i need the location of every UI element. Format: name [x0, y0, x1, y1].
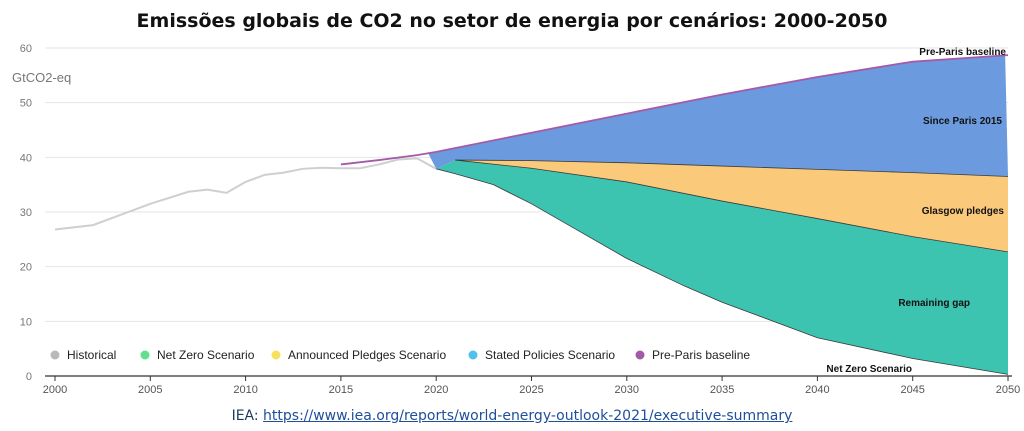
legend-marker [50, 350, 60, 360]
source-prefix: IEA: [231, 408, 259, 424]
legend-label: Announced Pledges Scenario [288, 348, 446, 362]
y-tick-label: 50 [20, 98, 32, 110]
legend-label: Pre-Paris baseline [652, 348, 750, 362]
band-glasgow-pledges [455, 160, 1008, 252]
band-remaining-gap [436, 160, 1008, 375]
legend-marker [468, 350, 478, 360]
series-line-net-zero-scenario [436, 168, 1009, 375]
series-line-stated-policies-scenario [455, 159, 1009, 177]
x-tick-label: 2040 [805, 384, 829, 396]
legend: Historical Net Zero Scenario Announced Ple… [50, 348, 750, 362]
source-link[interactable]: https://www.iea.org/reports/world-energy… [263, 408, 793, 424]
x-tick-label: 2025 [519, 384, 543, 396]
y-tick-label: 0 [26, 371, 32, 383]
x-tick-label: 2010 [233, 384, 257, 396]
x-tick-label: 2030 [615, 384, 639, 396]
y-tick-label: 40 [20, 152, 32, 164]
legend-marker [635, 350, 645, 360]
annotation-label: Glasgow pledges [922, 206, 1005, 217]
legend-label: Historical [67, 348, 116, 362]
legend-label: Stated Policies Scenario [485, 348, 615, 362]
legend-label: Net Zero Scenario [157, 348, 255, 362]
annotations: Pre-Paris baseline Since Paris 2015 Glasgo… [826, 47, 1006, 375]
x-tick-label: 2005 [138, 384, 162, 396]
x-tick-label: 2045 [900, 384, 924, 396]
band-since-paris-2015 [428, 55, 1008, 177]
y-tick-label: 10 [20, 316, 32, 328]
x-tick-label: 2035 [710, 384, 734, 396]
legend-marker [140, 350, 150, 360]
annotation-label: Pre-Paris baseline [919, 47, 1006, 58]
y-tick-label: 20 [20, 262, 32, 274]
series-line-pre-paris-baseline [340, 54, 1009, 166]
chart-title: Emissões globais de CO2 no setor de ener… [136, 10, 888, 32]
y-axis-label: GtCO2-eq [12, 70, 71, 85]
annotation-label: Net Zero Scenario [826, 364, 912, 375]
scenario-bands [428, 55, 1008, 375]
y-tick-label: 60 [20, 43, 32, 55]
annotation-label: Remaining gap [898, 298, 970, 309]
series-line-announced-pledges-scenario [455, 159, 1009, 253]
series-lines [54, 54, 1009, 375]
legend-marker [271, 350, 281, 360]
y-tick-label: 30 [20, 207, 32, 219]
series-line-historical [54, 157, 437, 231]
x-tick-label: 2050 [996, 384, 1020, 396]
x-tick-label: 2020 [424, 384, 448, 396]
source-credit: IEA: https://www.iea.org/reports/world-e… [0, 408, 1024, 424]
annotation-label: Since Paris 2015 [923, 116, 1002, 127]
x-tick-label: 2015 [329, 384, 353, 396]
x-tick-label: 2000 [43, 384, 67, 396]
